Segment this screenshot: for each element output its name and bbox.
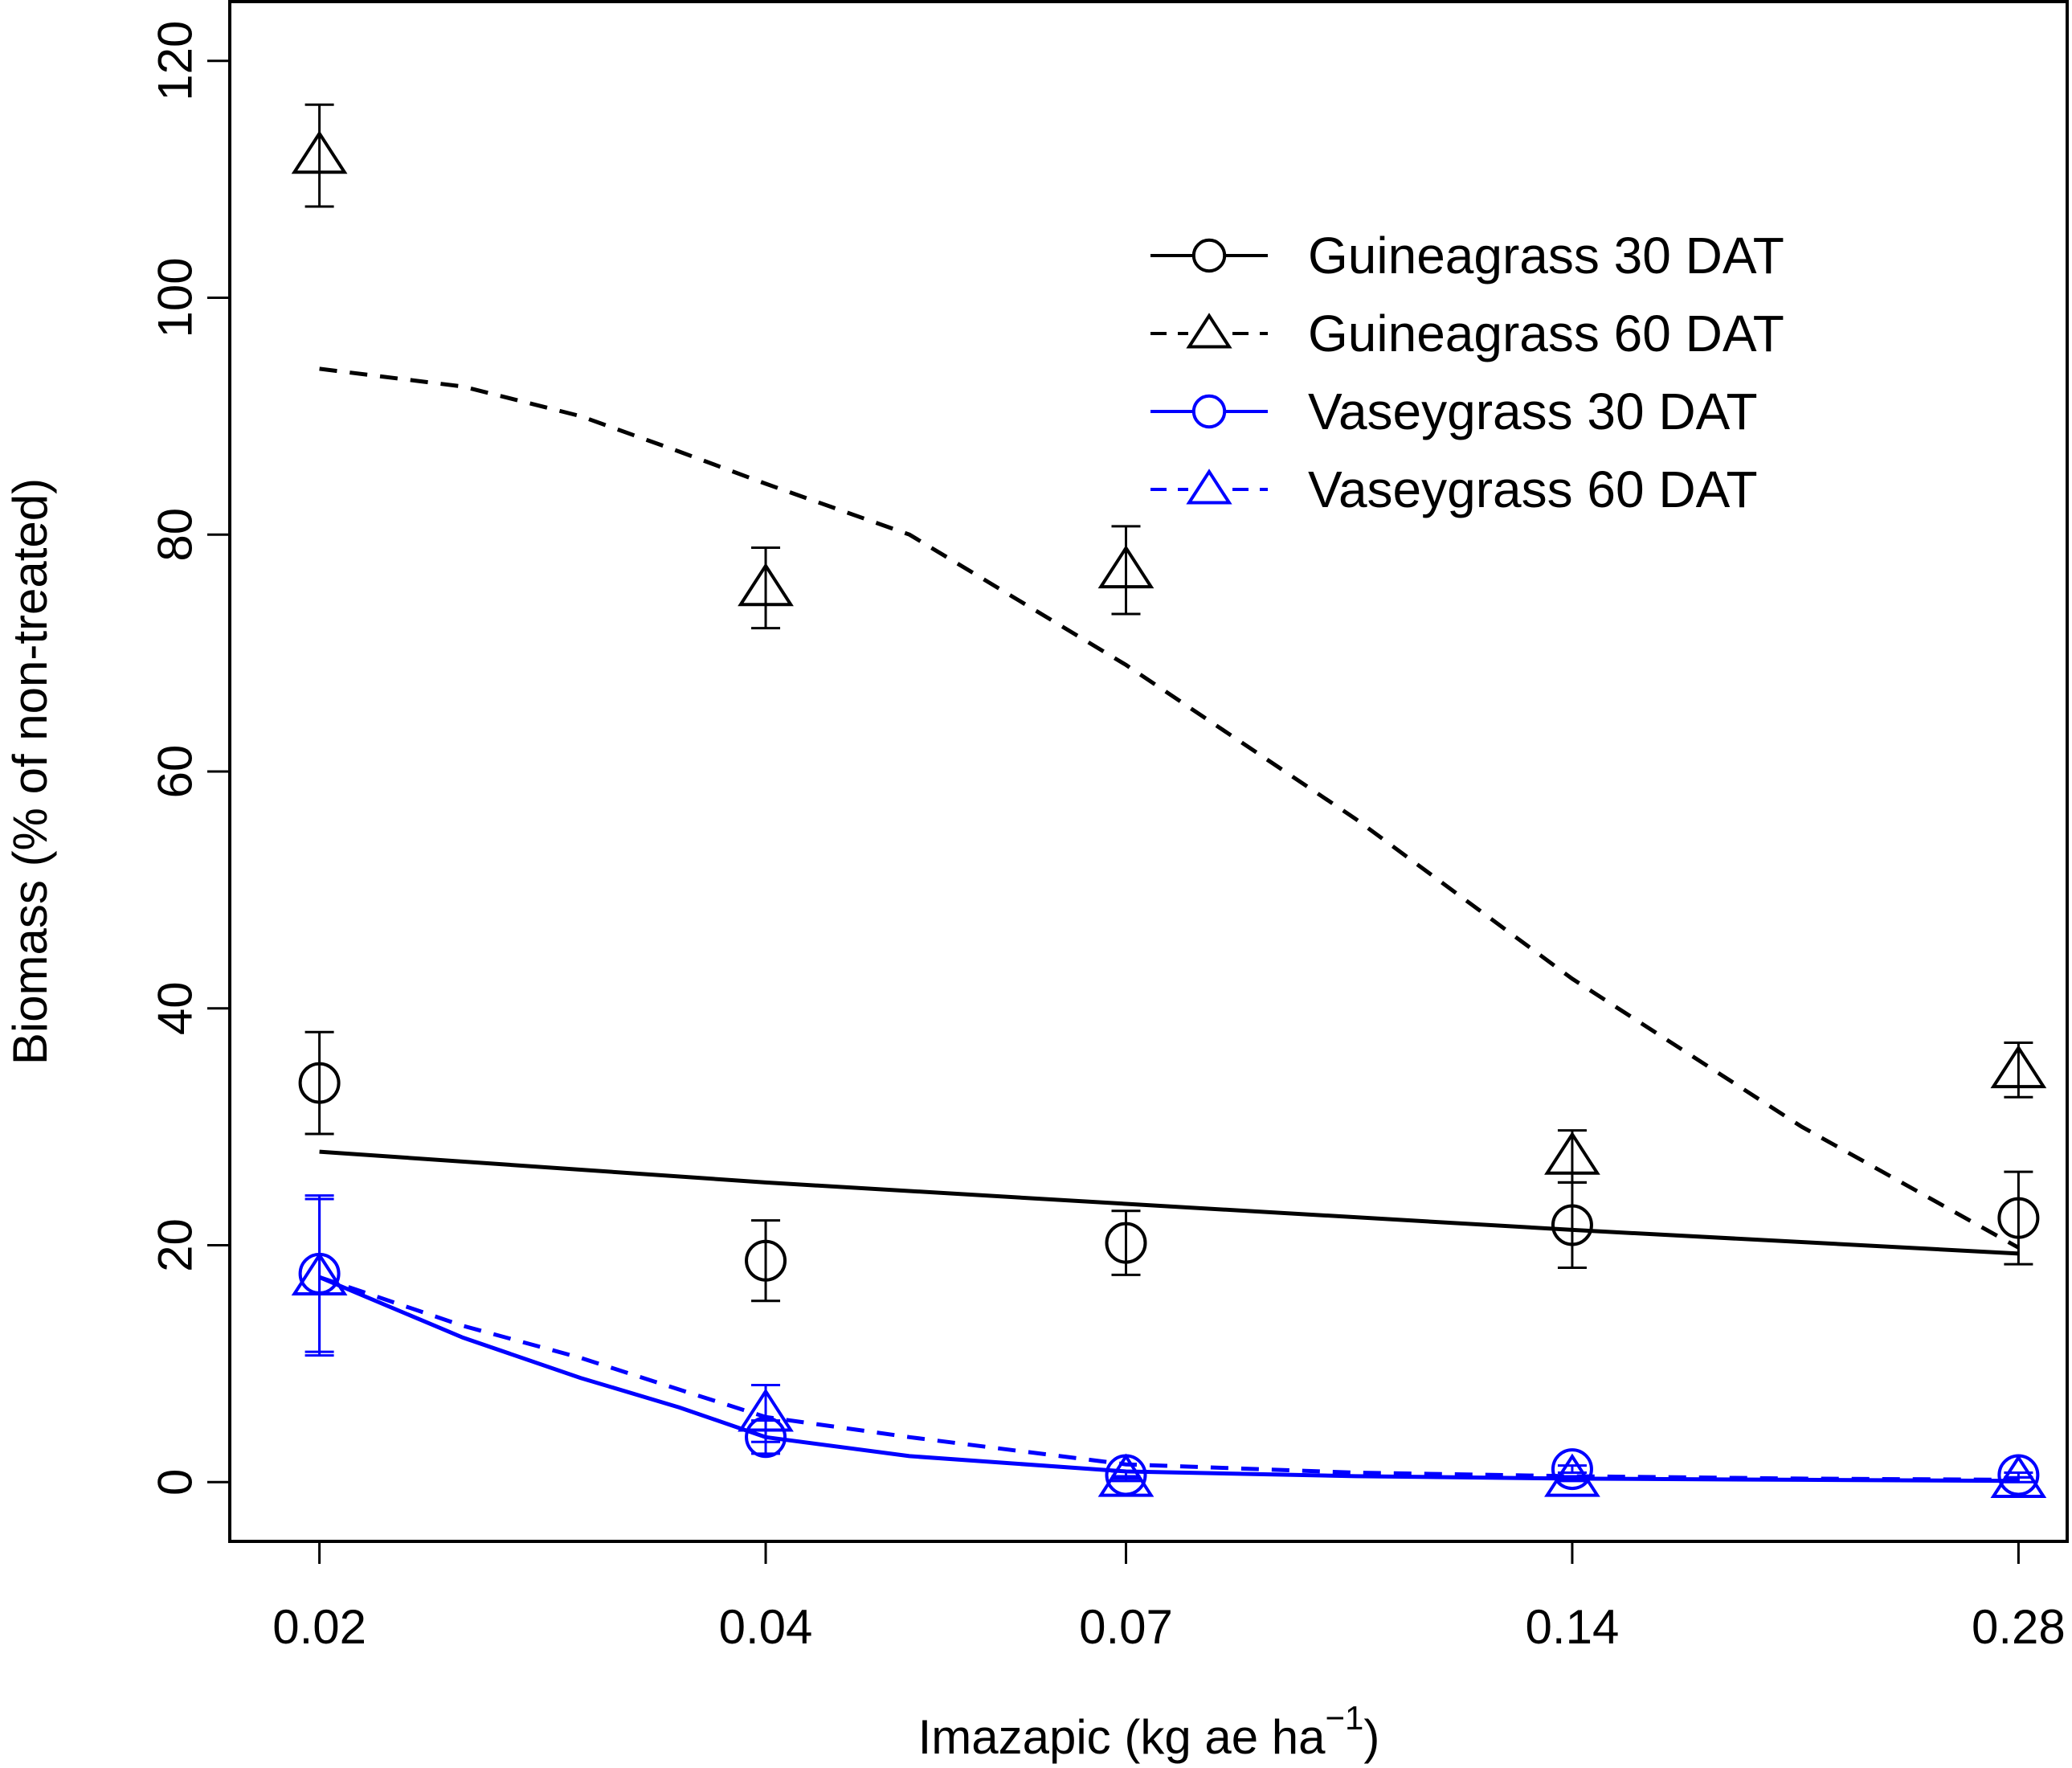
legend-marker-bg bbox=[1195, 397, 1224, 426]
point-guineagrass-30-dat bbox=[1105, 1222, 1147, 1264]
x-tick-label: 0.14 bbox=[1526, 1600, 1620, 1654]
x-axis-title: Imazapic (kg ae ha−1) bbox=[918, 1699, 1380, 1764]
x-tick-label: 0.04 bbox=[719, 1600, 813, 1654]
data-points bbox=[291, 103, 2047, 1499]
y-tick-label: 100 bbox=[149, 257, 202, 338]
y-axis-title: Biomass (% of non-treated) bbox=[3, 478, 57, 1065]
fit-line-vaseygrass-60-dat bbox=[318, 1275, 2019, 1482]
legend-marker-guineagrass-30-dat bbox=[1191, 238, 1227, 273]
y-axis: 0 20 40 60 80 100 120 bbox=[149, 21, 231, 1496]
plot-frame bbox=[228, 0, 2069, 1543]
point-guineagrass-60-dat bbox=[1097, 545, 1155, 589]
point-vaseygrass-60-dat bbox=[738, 1388, 794, 1432]
y-tick-label: 120 bbox=[149, 21, 202, 101]
point-vaseygrass-60-dat bbox=[1990, 1455, 2047, 1499]
legend-marker-guineagrass-60-dat bbox=[1186, 313, 1232, 349]
y-tick-label: 40 bbox=[149, 981, 202, 1035]
point-vaseygrass-30-dat bbox=[1551, 1448, 1593, 1491]
point-guineagrass-30-dat bbox=[745, 1239, 787, 1282]
fit-line-guineagrass-60-dat bbox=[319, 366, 2020, 1250]
point-guineagrass-60-dat bbox=[1544, 1131, 1600, 1175]
legend-marker-bg bbox=[1188, 313, 1230, 350]
legend-marker-vaseygrass-30-dat bbox=[1191, 394, 1227, 429]
legend-label-guineagrass-30-dat: Guineagrass 30 DAT bbox=[1308, 227, 1784, 284]
point-vaseygrass-60-dat bbox=[1544, 1453, 1600, 1497]
x-axis-title-close: ) bbox=[1363, 1710, 1379, 1764]
x-axis-title-main: Imazapic (kg ae ha bbox=[918, 1710, 1326, 1764]
x-tick-label: 0.28 bbox=[1972, 1600, 2066, 1654]
x-tick-label: 0.02 bbox=[272, 1600, 366, 1654]
x-axis-title-superscript: −1 bbox=[1326, 1699, 1364, 1737]
legend-marker-bg bbox=[1195, 241, 1224, 270]
legend-label-guineagrass-60-dat: Guineagrass 60 DAT bbox=[1308, 305, 1784, 362]
y-tick-label: 60 bbox=[149, 745, 202, 799]
y-tick-label: 20 bbox=[149, 1218, 202, 1272]
y-tick-label: 80 bbox=[149, 508, 202, 562]
point-guineagrass-60-dat bbox=[738, 563, 794, 607]
point-guineagrass-30-dat bbox=[1551, 1204, 1593, 1246]
fit-line-vaseygrass-30-dat bbox=[318, 1275, 2019, 1484]
point-vaseygrass-60-dat bbox=[291, 1252, 348, 1296]
fit-line-guineagrass-30-dat bbox=[319, 1149, 2019, 1256]
legend-marker-bg bbox=[1188, 469, 1230, 505]
fit-curves bbox=[318, 366, 2020, 1484]
point-guineagrass-30-dat bbox=[298, 1062, 341, 1104]
point-guineagrass-60-dat bbox=[1990, 1045, 2047, 1089]
legend-label-vaseygrass-30-dat: Vaseygrass 30 DAT bbox=[1308, 383, 1758, 440]
x-tick-label: 0.07 bbox=[1079, 1600, 1173, 1654]
point-guineagrass-30-dat bbox=[1997, 1197, 2040, 1239]
legend-label-vaseygrass-60-dat: Vaseygrass 60 DAT bbox=[1308, 460, 1758, 518]
legend-marker-vaseygrass-60-dat bbox=[1186, 469, 1232, 505]
x-axis: 0.02 0.04 0.07 0.14 0.28 bbox=[272, 1540, 2066, 1654]
point-guineagrass-60-dat bbox=[291, 130, 348, 174]
legend: Guineagrass 30 DAT Guineagrass 60 DAT Vase… bbox=[1150, 227, 1784, 518]
y-tick-label: 0 bbox=[149, 1469, 202, 1496]
point-vaseygrass-60-dat bbox=[1097, 1453, 1155, 1497]
